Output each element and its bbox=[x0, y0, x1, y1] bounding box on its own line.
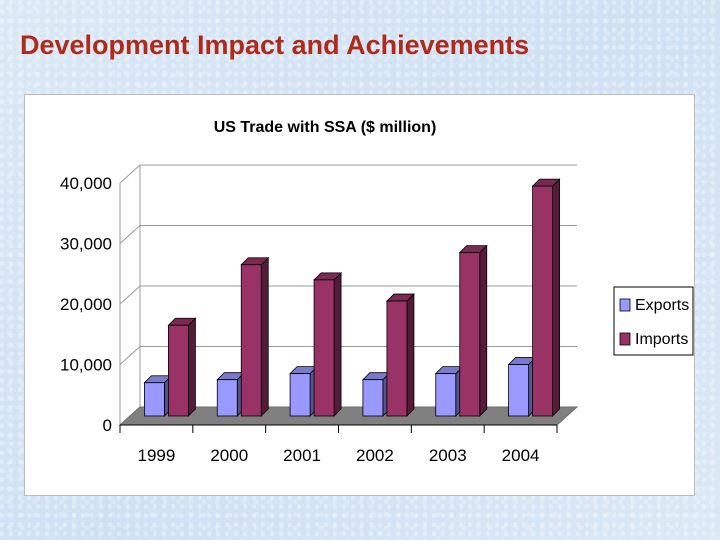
x-tick-label: 2004 bbox=[502, 446, 540, 465]
bar-front bbox=[313, 279, 335, 417]
bars bbox=[143, 178, 561, 417]
bar-front bbox=[459, 252, 481, 417]
bar-side bbox=[479, 244, 488, 417]
bar-exports-2001 bbox=[289, 365, 319, 417]
y-tick-label: 40,000 bbox=[60, 174, 112, 193]
y-axis: 0 10,000 20,000 30,000 40,000 bbox=[60, 174, 112, 435]
chart-title: US Trade with SSA ($ million) bbox=[214, 119, 437, 136]
bar-side bbox=[406, 293, 415, 417]
bar-side bbox=[333, 271, 342, 417]
bar-front bbox=[386, 300, 408, 417]
bar-side bbox=[260, 256, 269, 417]
y-tick-label: 0 bbox=[103, 416, 112, 435]
y-tick-label: 20,000 bbox=[60, 295, 112, 314]
bar-exports-1999 bbox=[143, 374, 173, 417]
bar-front bbox=[168, 324, 189, 417]
bar-imports-2003 bbox=[458, 244, 488, 417]
chart-svg: US Trade with SSA ($ million) 0 10,000 20,… bbox=[60, 119, 694, 465]
gridline-depth bbox=[119, 164, 141, 184]
bar-exports-2002 bbox=[361, 371, 391, 417]
bar-exports-2004 bbox=[507, 356, 537, 417]
x-tick-label: 2003 bbox=[429, 446, 467, 465]
legend-label-exports: Exports bbox=[635, 297, 689, 314]
y-tick-label: 10,000 bbox=[60, 356, 112, 375]
bar-front bbox=[435, 373, 457, 417]
bar-front bbox=[532, 185, 553, 417]
bar-imports-2004 bbox=[531, 178, 561, 417]
chart-panel: US Trade with SSA ($ million) 0 10,000 20,… bbox=[24, 94, 695, 496]
legend-label-imports: Imports bbox=[635, 331, 688, 348]
y-tick-label: 30,000 bbox=[60, 235, 112, 254]
x-tick-label: 2000 bbox=[210, 446, 248, 465]
legend-swatch-exports bbox=[619, 298, 631, 312]
bar-front bbox=[362, 379, 384, 417]
slide-title: Development Impact and Achievements bbox=[20, 30, 530, 60]
x-axis: 1999 2000 2001 2002 2003 2004 bbox=[119, 424, 558, 465]
bar-side bbox=[188, 317, 196, 417]
bar-imports-1999 bbox=[167, 317, 197, 417]
bar-front bbox=[216, 379, 238, 417]
bar-front bbox=[289, 373, 311, 417]
bar-exports-2000 bbox=[216, 371, 246, 417]
x-tick-label: 2001 bbox=[283, 446, 321, 465]
bar-exports-2003 bbox=[434, 365, 464, 417]
bar-imports-2001 bbox=[313, 271, 343, 417]
bar-front bbox=[144, 382, 165, 417]
gridline-depth bbox=[119, 285, 141, 305]
bar-imports-2000 bbox=[240, 256, 270, 417]
bar-front bbox=[508, 364, 529, 417]
bar-imports-2002 bbox=[385, 293, 415, 417]
bar-front bbox=[240, 264, 262, 417]
legend: Exports Imports bbox=[613, 286, 694, 356]
gridline-depth bbox=[119, 346, 141, 365]
bar-side bbox=[552, 178, 560, 417]
x-tick-label: 2002 bbox=[356, 446, 394, 465]
legend-swatch-imports bbox=[619, 332, 631, 346]
x-tick-label: 1999 bbox=[138, 446, 176, 465]
gridline-depth bbox=[119, 225, 141, 244]
